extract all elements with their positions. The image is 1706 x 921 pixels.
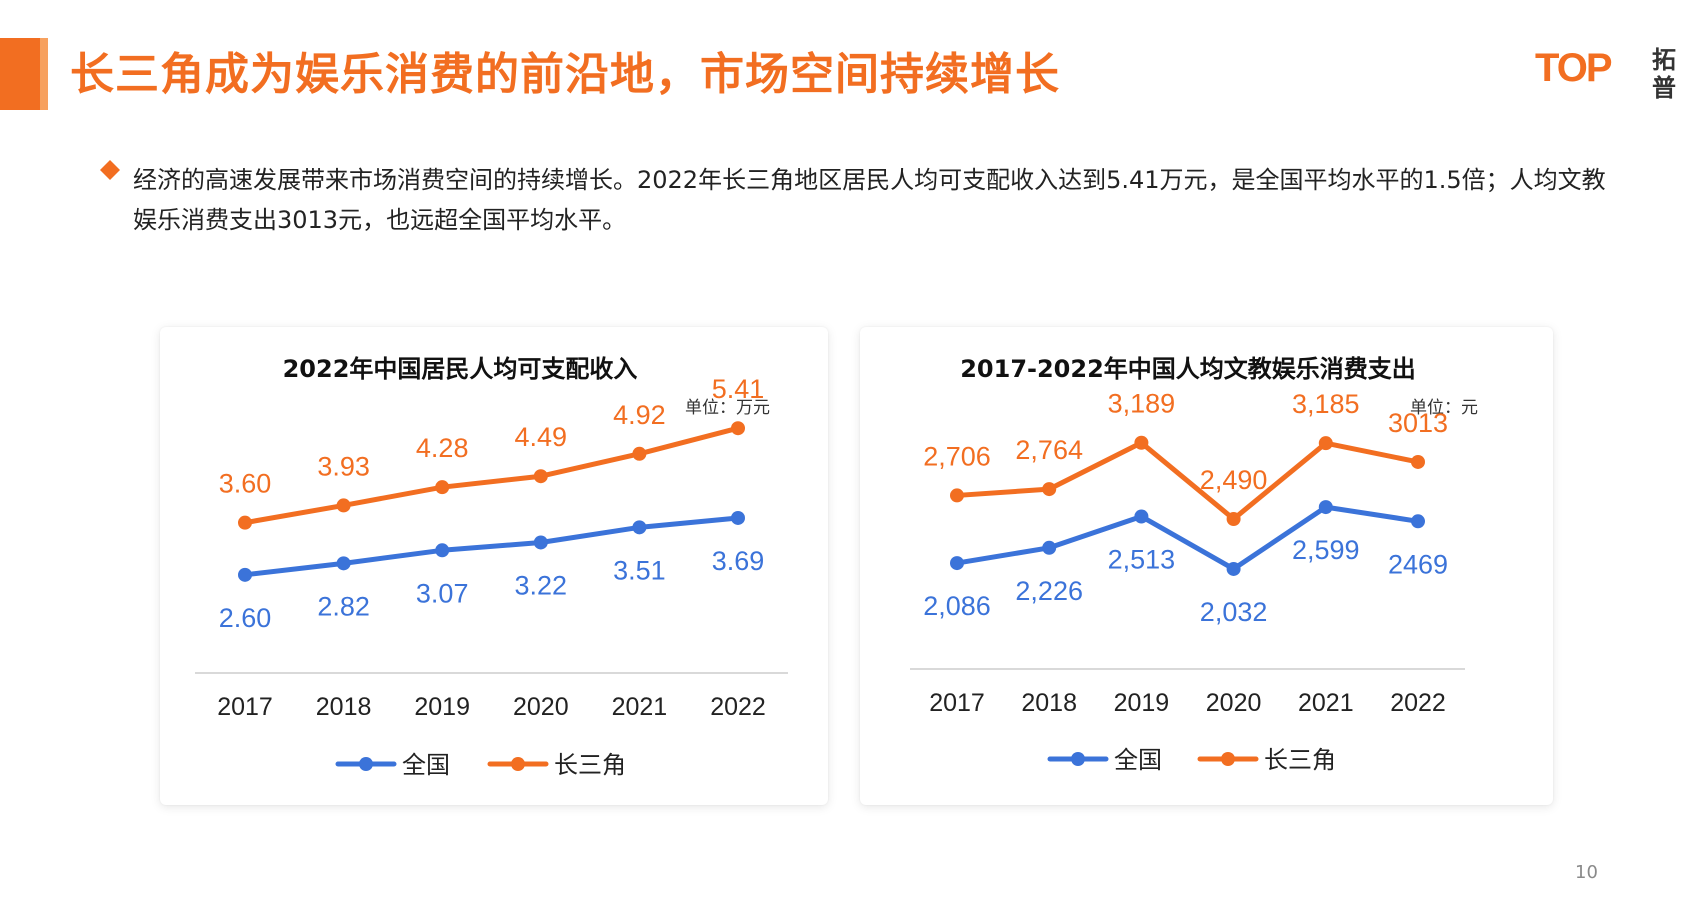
chart-title: 2022年中国居民人均可支配收入 bbox=[283, 355, 638, 383]
data-label: 4.28 bbox=[416, 433, 469, 463]
data-point bbox=[1411, 454, 1425, 469]
data-point bbox=[336, 498, 351, 513]
chart-unit-label: 单位：元 bbox=[1410, 398, 1478, 418]
data-point bbox=[238, 515, 252, 530]
x-tick-label: 2018 bbox=[316, 693, 372, 721]
data-label: 2,226 bbox=[1015, 576, 1083, 606]
spending-chart-card: 2017-2022年中国人均文教娱乐消费支出单位：元 2,706 2,764 3,18… bbox=[860, 327, 1553, 805]
data-label: 2,599 bbox=[1292, 535, 1360, 565]
data-label: 2,032 bbox=[1200, 597, 1268, 627]
data-label: 2,086 bbox=[923, 591, 991, 621]
data-point bbox=[1318, 500, 1333, 515]
data-point bbox=[336, 556, 351, 571]
data-point bbox=[1226, 561, 1241, 576]
data-point bbox=[435, 480, 450, 495]
data-point bbox=[731, 510, 745, 525]
x-tick-label: 2021 bbox=[1298, 689, 1354, 717]
logo-mark: TOP bbox=[1535, 46, 1613, 90]
legend-marker-national bbox=[1071, 752, 1085, 766]
data-label: 4.49 bbox=[515, 422, 568, 452]
data-label: 3,185 bbox=[1292, 389, 1360, 419]
income-chart-card: 2022年中国居民人均可支配收入单位：万元 3.60 3.93 4.28 4.49 4.9… bbox=[160, 327, 828, 805]
legend-marker-delta bbox=[1221, 752, 1235, 766]
series-line-delta bbox=[242, 425, 741, 526]
page-number: 10 bbox=[1575, 862, 1598, 883]
x-tick-label: 2020 bbox=[1206, 689, 1262, 717]
data-label: 2,764 bbox=[1015, 435, 1083, 465]
data-label: 3.22 bbox=[515, 570, 568, 600]
intro-text: 经济的高速发展带来市场消费空间的持续增长。2022年长三角地区居民人均可支配收入… bbox=[133, 166, 1606, 234]
x-tick-label: 2021 bbox=[612, 693, 668, 721]
data-point bbox=[950, 488, 964, 503]
x-tick-label: 2019 bbox=[414, 693, 470, 721]
data-label: 2.60 bbox=[219, 603, 272, 633]
data-label: 5.41 bbox=[712, 374, 765, 404]
data-point bbox=[632, 446, 647, 461]
legend-marker-delta bbox=[511, 757, 525, 771]
logo-cn-bottom: 普 bbox=[1652, 74, 1676, 102]
chart-title: 2017-2022年中国人均文教娱乐消费支出 bbox=[960, 355, 1416, 383]
data-label: 3.93 bbox=[317, 451, 370, 481]
data-label: 3.69 bbox=[712, 546, 765, 576]
page-title: 长三角成为娱乐消费的前沿地，市场空间持续增长 bbox=[70, 49, 1060, 100]
legend-label: 全国 bbox=[402, 751, 450, 779]
data-point bbox=[1134, 509, 1149, 524]
x-tick-label: 2017 bbox=[929, 689, 985, 717]
data-point bbox=[238, 567, 252, 582]
series-line-delta bbox=[954, 440, 1421, 522]
data-point bbox=[1134, 435, 1149, 450]
data-label: 3.51 bbox=[613, 555, 666, 585]
data-point bbox=[533, 469, 548, 484]
data-point bbox=[1226, 512, 1241, 526]
data-label: 2,706 bbox=[923, 441, 991, 471]
x-tick-label: 2017 bbox=[217, 693, 273, 721]
data-point bbox=[1318, 436, 1333, 451]
data-label: 2,490 bbox=[1200, 465, 1268, 495]
top-logo-icon: TOP 拓 普 bbox=[1535, 44, 1685, 106]
data-label: 3.60 bbox=[219, 469, 272, 499]
x-tick-label: 2018 bbox=[1021, 689, 1077, 717]
logo-cn-top: 拓 bbox=[1652, 46, 1676, 74]
data-point bbox=[533, 535, 548, 550]
legend-marker-national bbox=[359, 757, 373, 771]
data-label: 3,189 bbox=[1108, 389, 1176, 419]
data-label: 2469 bbox=[1388, 549, 1448, 579]
data-point bbox=[950, 556, 964, 571]
chart-unit-label: 单位：万元 bbox=[685, 398, 770, 418]
data-label: 2.82 bbox=[317, 591, 370, 621]
diamond-bullet-icon bbox=[100, 160, 120, 180]
x-tick-label: 2020 bbox=[513, 693, 569, 721]
legend-label: 长三角 bbox=[554, 751, 626, 779]
x-tick-label: 2022 bbox=[1390, 689, 1446, 717]
series-line-national bbox=[954, 504, 1421, 572]
data-point bbox=[1042, 482, 1057, 497]
data-point bbox=[731, 421, 745, 436]
data-point bbox=[1411, 514, 1425, 529]
series-line-national bbox=[242, 515, 741, 578]
data-point bbox=[632, 520, 647, 535]
data-label: 2,513 bbox=[1108, 544, 1176, 574]
legend-label: 长三角 bbox=[1264, 746, 1336, 774]
data-point bbox=[1042, 540, 1057, 555]
legend-label: 全国 bbox=[1114, 746, 1162, 774]
data-label: 3.07 bbox=[416, 578, 469, 608]
data-label: 3013 bbox=[1388, 408, 1448, 438]
x-tick-label: 2022 bbox=[710, 693, 766, 721]
title-accent-stripe bbox=[40, 38, 48, 110]
logo-cn: 拓 普 bbox=[1646, 46, 1682, 102]
data-label: 4.92 bbox=[613, 400, 666, 430]
data-point bbox=[435, 543, 450, 558]
x-tick-label: 2019 bbox=[1114, 689, 1170, 717]
